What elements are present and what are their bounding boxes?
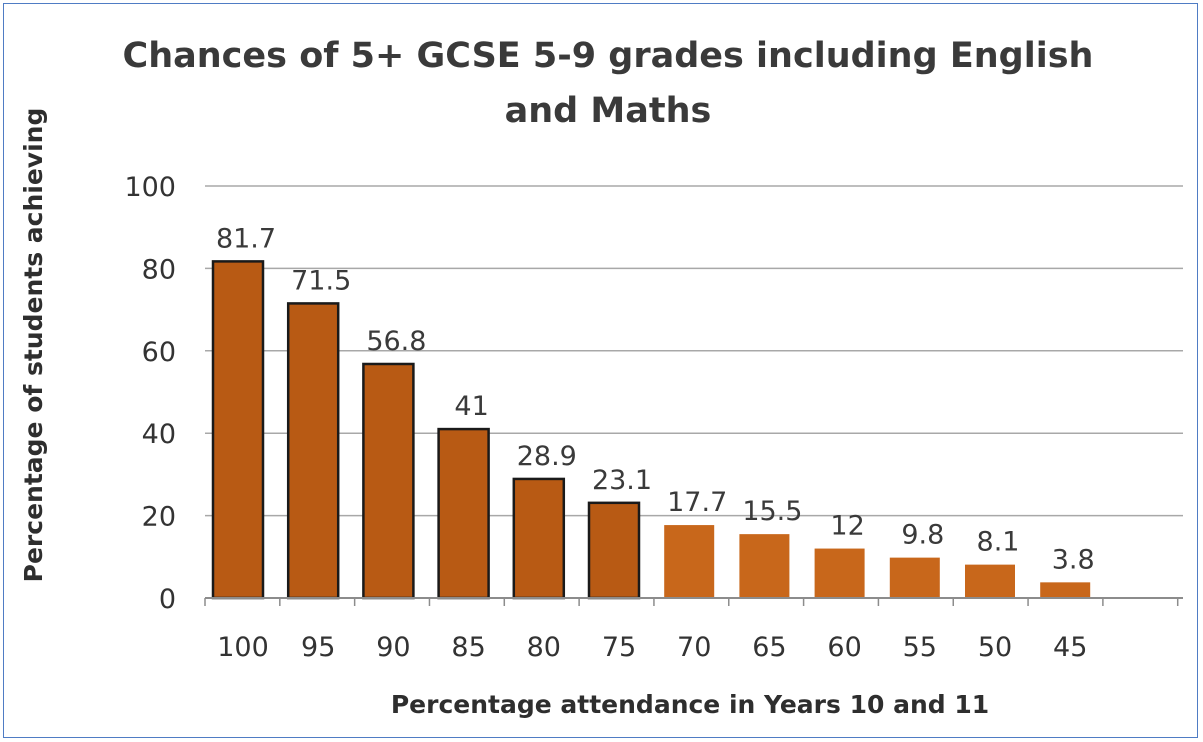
gridlines — [205, 185, 1183, 517]
x-tick-label: 65 — [752, 632, 786, 663]
x-tick-label: 70 — [677, 632, 711, 663]
x-axis — [204, 597, 1183, 606]
data-labels: 81.7 71.5 56.8 41 28.9 23.1 17.7 15.5 12 9.8 8.1 3.… — [216, 223, 1095, 575]
data-label: 71.5 — [291, 265, 351, 296]
data-label: 81.7 — [216, 223, 276, 254]
data-label: 9.8 — [901, 520, 944, 551]
y-tick-label: 80 — [142, 254, 176, 285]
x-tick-label: 75 — [602, 632, 636, 663]
x-tick-label: 90 — [376, 632, 410, 663]
data-label: 23.1 — [592, 465, 652, 496]
x-tick-label: 80 — [527, 632, 561, 663]
chart-title-line-2: and Maths — [505, 91, 712, 131]
data-label: 3.8 — [1052, 544, 1095, 575]
data-label: 17.7 — [667, 487, 727, 518]
y-tick-label: 60 — [142, 337, 176, 368]
x-tick-label: 85 — [451, 632, 485, 663]
y-tick-label: 0 — [159, 584, 176, 615]
y-tick-label: 40 — [142, 419, 176, 450]
bar-95 — [286, 302, 340, 600]
x-axis-title: Percentage attendance in Years 10 and 11 — [391, 690, 989, 719]
x-tick-label: 45 — [1053, 632, 1087, 663]
x-tick-label: 95 — [301, 632, 335, 663]
x-tick-label: 100 — [217, 632, 269, 663]
x-tick-labels: 100 95 90 85 80 75 70 65 60 55 50 45 — [217, 632, 1087, 663]
x-tick-label: 60 — [827, 632, 861, 663]
bar-60 — [814, 548, 865, 598]
bars — [211, 260, 1091, 600]
data-label: 41 — [454, 391, 488, 422]
x-tick-label: 50 — [978, 632, 1012, 663]
y-tick-label: 100 — [124, 172, 176, 203]
data-label: 28.9 — [517, 441, 577, 472]
bar-55 — [889, 557, 940, 598]
data-label: 12 — [830, 511, 864, 542]
data-label: 56.8 — [366, 326, 426, 357]
bar-90 — [362, 362, 415, 600]
bar-85 — [437, 427, 490, 600]
y-axis: 0 20 40 60 80 100 — [124, 172, 176, 615]
y-tick-label: 20 — [142, 502, 176, 533]
bar-75 — [587, 501, 641, 600]
y-axis-title: Percentage of students achieving — [19, 108, 48, 583]
data-label: 8.1 — [977, 527, 1020, 558]
bar-50 — [965, 564, 1015, 598]
chart-title: Chances of 5+ GCSE 5-9 grades including … — [123, 36, 1094, 131]
chart-frame — [3, 3, 1198, 738]
chart-title-line-1: Chances of 5+ GCSE 5-9 grades including … — [123, 36, 1094, 76]
bar-100 — [211, 260, 265, 600]
bar-70 — [664, 525, 715, 598]
bar-80 — [512, 477, 566, 600]
bar-65 — [739, 534, 790, 598]
bar-45 — [1040, 582, 1091, 598]
data-label: 15.5 — [742, 496, 802, 527]
x-tick-label: 55 — [903, 632, 937, 663]
